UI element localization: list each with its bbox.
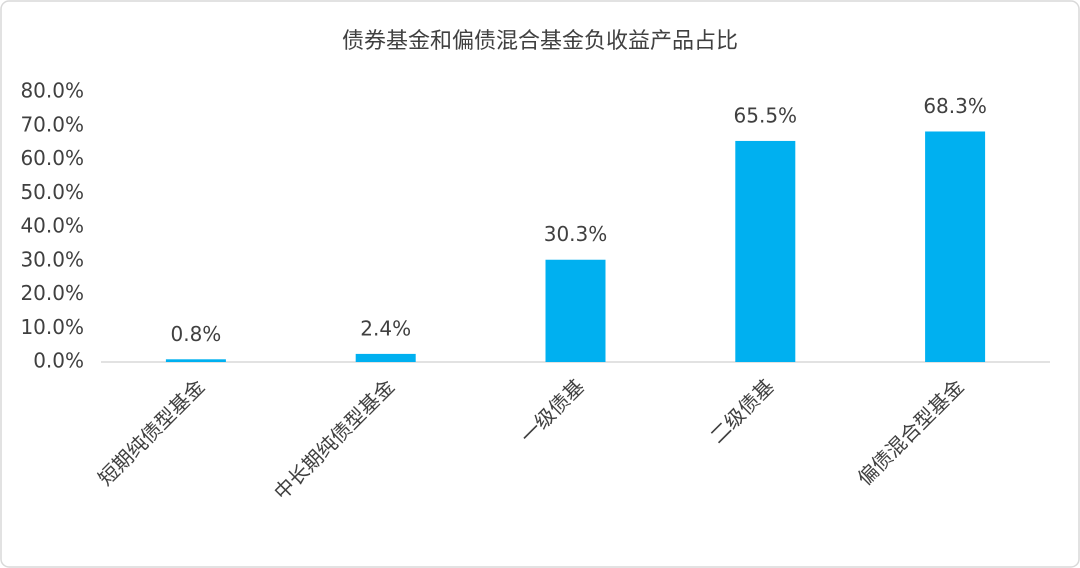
- data-label: 0.8%: [170, 322, 221, 346]
- y-tick-label: 10.0%: [20, 315, 84, 339]
- chart-title: 债券基金和偏债混合基金负收益产品占比: [342, 29, 738, 54]
- y-tick-label: 30.0%: [20, 247, 84, 271]
- bar: [165, 359, 226, 362]
- data-label: 2.4%: [360, 316, 411, 340]
- bar: [735, 140, 796, 362]
- data-label: 65.5%: [734, 103, 798, 127]
- data-label: 30.3%: [544, 222, 608, 246]
- y-tick-label: 40.0%: [20, 214, 84, 238]
- y-tick-label: 50.0%: [20, 180, 84, 204]
- y-tick-label: 0.0%: [33, 349, 84, 373]
- y-tick-label: 70.0%: [20, 112, 84, 136]
- y-tick-label: 60.0%: [20, 146, 84, 170]
- bar: [925, 131, 986, 362]
- bar: [355, 353, 416, 362]
- y-tick-label: 80.0%: [20, 79, 84, 103]
- y-tick-label: 20.0%: [20, 281, 84, 305]
- bar: [545, 259, 606, 362]
- data-label: 68.3%: [923, 94, 987, 118]
